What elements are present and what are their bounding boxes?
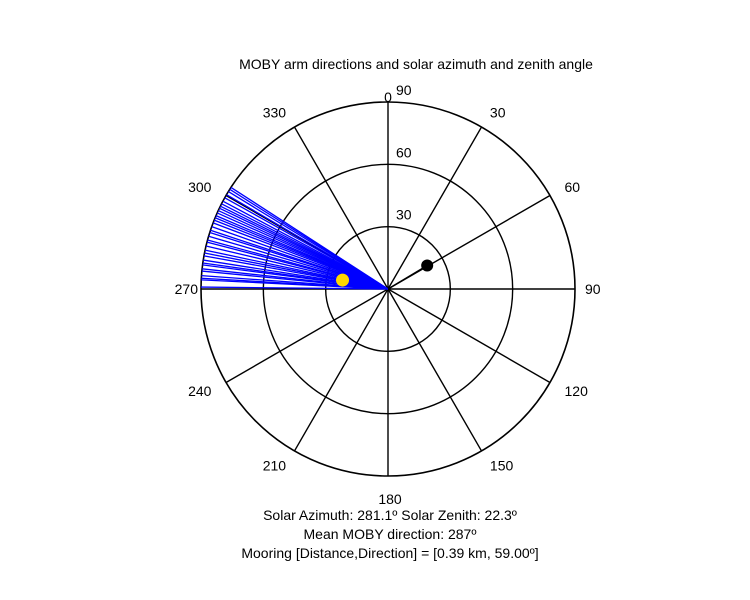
angle-tick-label-240: 240 [188,383,212,399]
chart-title: MOBY arm directions and solar azimuth an… [239,56,593,72]
radial-tick-label-30: 30 [396,207,412,223]
arm-direction-lines [201,186,389,290]
spoke-30 [387,126,483,290]
arm-direction-line-0 [201,286,389,290]
sun-marker [336,273,350,287]
mooring-caption: Mooring [Distance,Direction] = [0.39 km,… [241,545,539,561]
arm-direction-line-17 [210,229,389,290]
mooring-marker [421,259,434,272]
spoke-210 [293,288,389,452]
angle-tick-label-30: 30 [490,104,506,120]
angle-tick-label-300: 300 [188,179,212,195]
angle-tick-label-210: 210 [263,458,287,474]
arm-direction-line-12 [205,245,389,290]
spoke-150 [387,288,483,452]
radial-tick-label-60: 60 [396,144,412,160]
arm-direction-line-14 [207,239,389,290]
angle-tick-label-330: 330 [263,104,287,120]
spoke-330 [293,126,389,290]
tick-labels: 0 30 60 90 120 150 180 210 240 270 300 330 30 60 90 [175,82,601,507]
mooring-line [387,264,428,290]
arm-direction-line-3 [201,274,389,290]
caption-block: Solar Azimuth: 281.1º Solar Zenith: 22.3… [0,506,750,563]
angle-tick-label-60: 60 [565,179,581,195]
angle-tick-label-120: 120 [565,383,589,399]
radial-tick-label-90: 90 [396,82,412,98]
angle-tick-label-270: 270 [175,281,199,297]
marker-points [336,259,434,290]
arm-direction-line-28 [222,200,389,290]
arm-direction-line-33 [230,186,389,290]
arm-direction-line-8 [203,259,389,290]
angle-tick-label-180: 180 [378,491,402,507]
arm-direction-line-5 [202,268,389,290]
arm-direction-line-11 [204,249,389,290]
angle-tick-label-150: 150 [490,458,514,474]
angle-tick-label-0: 0 [384,89,392,105]
arm-direction-line-18 [211,225,389,290]
polar-grid [200,101,576,477]
solar-caption: Solar Azimuth: 281.1º Solar Zenith: 22.3… [263,507,517,523]
arm-direction-line-15 [208,235,389,290]
angle-tick-label-90: 90 [585,281,601,297]
spoke-120 [387,288,551,384]
moby-direction-caption: Mean MOBY direction: 287º [303,526,477,542]
spoke-240 [225,288,389,384]
